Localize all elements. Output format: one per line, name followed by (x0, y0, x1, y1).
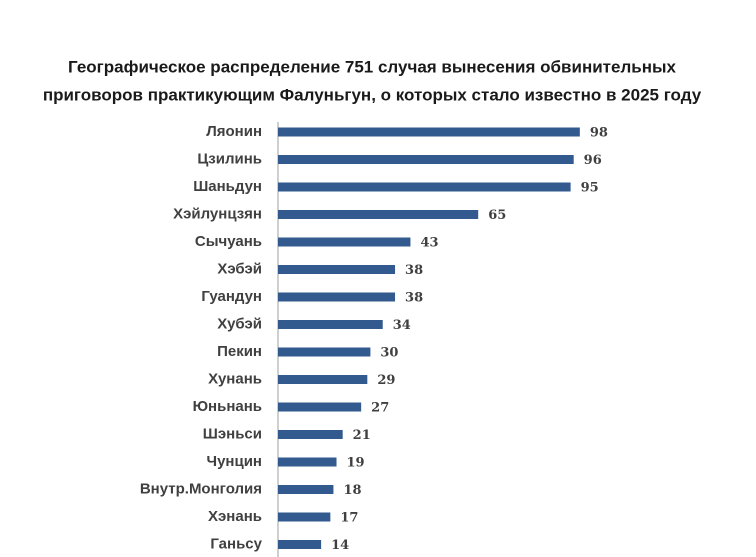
value-label: 38 (405, 291, 423, 306)
bar (278, 485, 334, 494)
value-label: 38 (405, 263, 423, 278)
value-label: 96 (584, 153, 602, 168)
bar (278, 375, 368, 384)
category-label: Цзилинь (197, 150, 262, 167)
value-label: 27 (371, 401, 389, 416)
bar (278, 292, 396, 302)
value-label: 95 (581, 181, 599, 196)
bar (278, 457, 337, 467)
value-label: 18 (343, 483, 361, 498)
value-label: 29 (377, 373, 395, 388)
bar (278, 127, 580, 137)
category-label: Хэнань (208, 508, 262, 525)
bar (278, 182, 571, 192)
bar (278, 155, 574, 164)
category-label: Хунань (208, 370, 262, 387)
chart-title: приговоров практикующим Фалуньгун, о кот… (43, 85, 702, 104)
category-label: Ганьсу (210, 535, 262, 552)
bar (278, 430, 343, 439)
category-label: Пекин (217, 343, 262, 360)
category-label: Хэйлунцзян (173, 205, 262, 222)
category-label: Чунцин (207, 453, 262, 470)
value-label: 14 (331, 538, 349, 553)
chart-title: Географическое распределение 751 случая … (68, 57, 676, 76)
bar (278, 540, 322, 549)
category-label: Хубэй (217, 315, 262, 332)
value-label: 30 (380, 346, 398, 361)
value-label: 65 (488, 208, 506, 223)
bar (278, 210, 479, 219)
bar (278, 320, 383, 329)
category-label: Сычуань (195, 233, 262, 250)
category-label: Внутр.Монголия (140, 480, 262, 497)
category-label: Юньнань (193, 398, 262, 415)
value-label: 17 (340, 511, 358, 526)
category-label: Гуандун (201, 288, 262, 305)
value-label: 19 (347, 456, 365, 471)
category-label: Шэньси (203, 425, 262, 442)
value-label: 21 (353, 428, 371, 443)
bar (278, 512, 331, 522)
value-label: 43 (420, 236, 438, 251)
value-label: 34 (393, 318, 411, 333)
bar (278, 402, 362, 412)
category-label: Хэбэй (217, 260, 262, 277)
category-label: Ляонин (206, 123, 262, 140)
bar (278, 237, 411, 247)
bar (278, 265, 396, 274)
category-label: Шаньдун (193, 178, 262, 195)
value-label: 98 (590, 126, 608, 141)
bar (278, 347, 371, 357)
